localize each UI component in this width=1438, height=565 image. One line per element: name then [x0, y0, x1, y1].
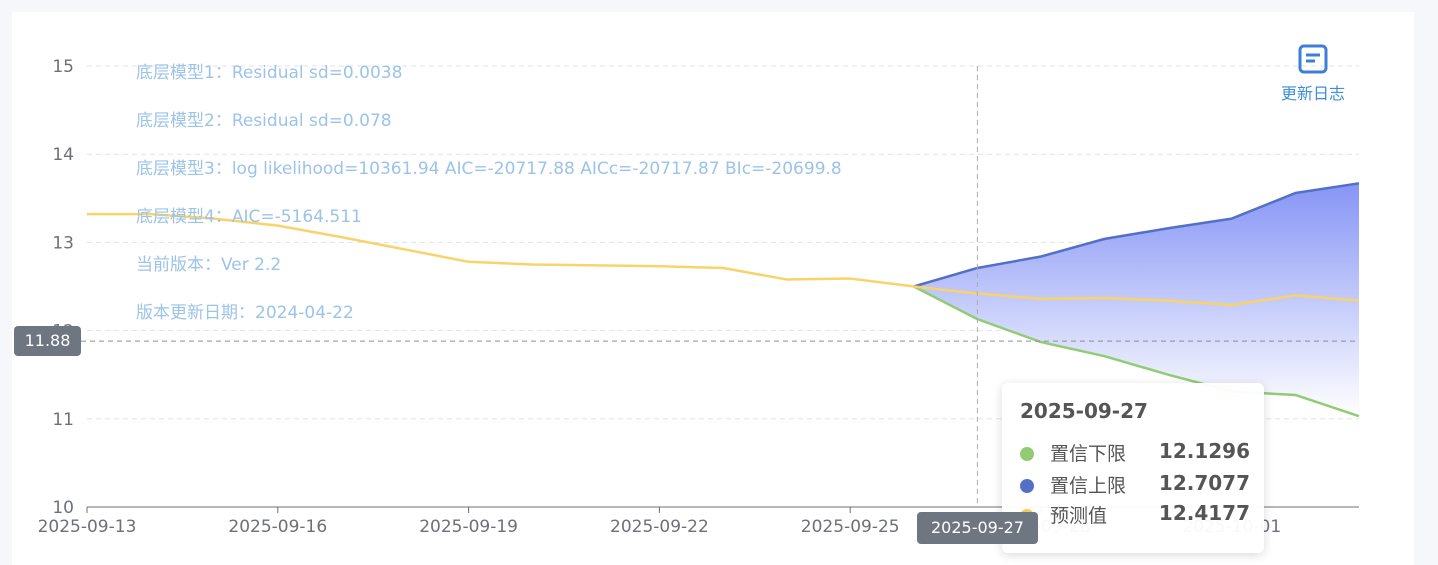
tooltip-row-forecast: 预测值 12.4177 — [1020, 501, 1250, 529]
y-axis-pointer-label: 11.88 — [14, 326, 81, 356]
x-tick-label: 2025-09-16 — [228, 517, 327, 537]
tooltip-series-value: 12.1296 — [1158, 439, 1250, 463]
chart-card: 1011121314152025-09-132025-09-162025-09-… — [12, 12, 1414, 565]
y-tick-label: 11 — [52, 410, 74, 430]
model-note-4: 底层模型4：AIC=-5164.511 — [136, 207, 362, 227]
tooltip-row-upper: 置信上限 12.7077 — [1020, 471, 1250, 499]
x-tick-label: 2025-09-25 — [801, 517, 900, 537]
tooltip-row-lower: 置信下限 12.1296 — [1020, 439, 1250, 467]
forecast-chart: 1011121314152025-09-132025-09-162025-09-… — [38, 57, 1360, 537]
tooltip-series-name: 置信下限 — [1050, 443, 1127, 465]
tooltip-series-name: 预测值 — [1050, 505, 1108, 527]
document-icon — [1298, 44, 1328, 74]
series-line-forecast — [87, 212, 1360, 307]
y-tick-label: 15 — [52, 57, 74, 77]
model-note-1: 底层模型1：Residual sd=0.0038 — [136, 63, 403, 83]
version-note: 当前版本：Ver 2.2 — [136, 255, 282, 275]
x-tick-label: 2025-09-19 — [419, 517, 518, 537]
y-tick-label: 14 — [52, 145, 74, 165]
x-tick-label: 2025-09-13 — [38, 517, 137, 537]
legend-dot-upper — [1020, 479, 1034, 493]
tooltip-title: 2025-09-27 — [1020, 399, 1148, 423]
tooltip-series-value: 12.4177 — [1158, 501, 1250, 525]
changelog-button[interactable]: 更新日志 — [1276, 44, 1350, 104]
model-note-3: 底层模型3：log likelihood=10361.94 AIC=-20717… — [136, 159, 842, 179]
tooltip-series-value: 12.7077 — [1158, 471, 1250, 495]
changelog-label: 更新日志 — [1280, 84, 1345, 103]
legend-dot-lower — [1020, 447, 1034, 461]
tooltip: 2025-09-27 置信下限 12.1296 置信上限 12.7077 预测值… — [1002, 383, 1264, 553]
y-tick-label: 10 — [52, 498, 74, 518]
series-line-upper — [913, 182, 1360, 288]
x-axis-pointer-label: 2025-09-27 — [917, 512, 1038, 544]
x-tick-label: 2025-09-22 — [610, 517, 709, 537]
y-tick-label: 13 — [52, 233, 74, 253]
update-date-note: 版本更新日期：2024-04-22 — [136, 303, 354, 323]
series-line-lower — [913, 285, 1360, 418]
model-note-2: 底层模型2：Residual sd=0.078 — [136, 111, 392, 131]
tooltip-series-name: 置信上限 — [1050, 475, 1127, 497]
